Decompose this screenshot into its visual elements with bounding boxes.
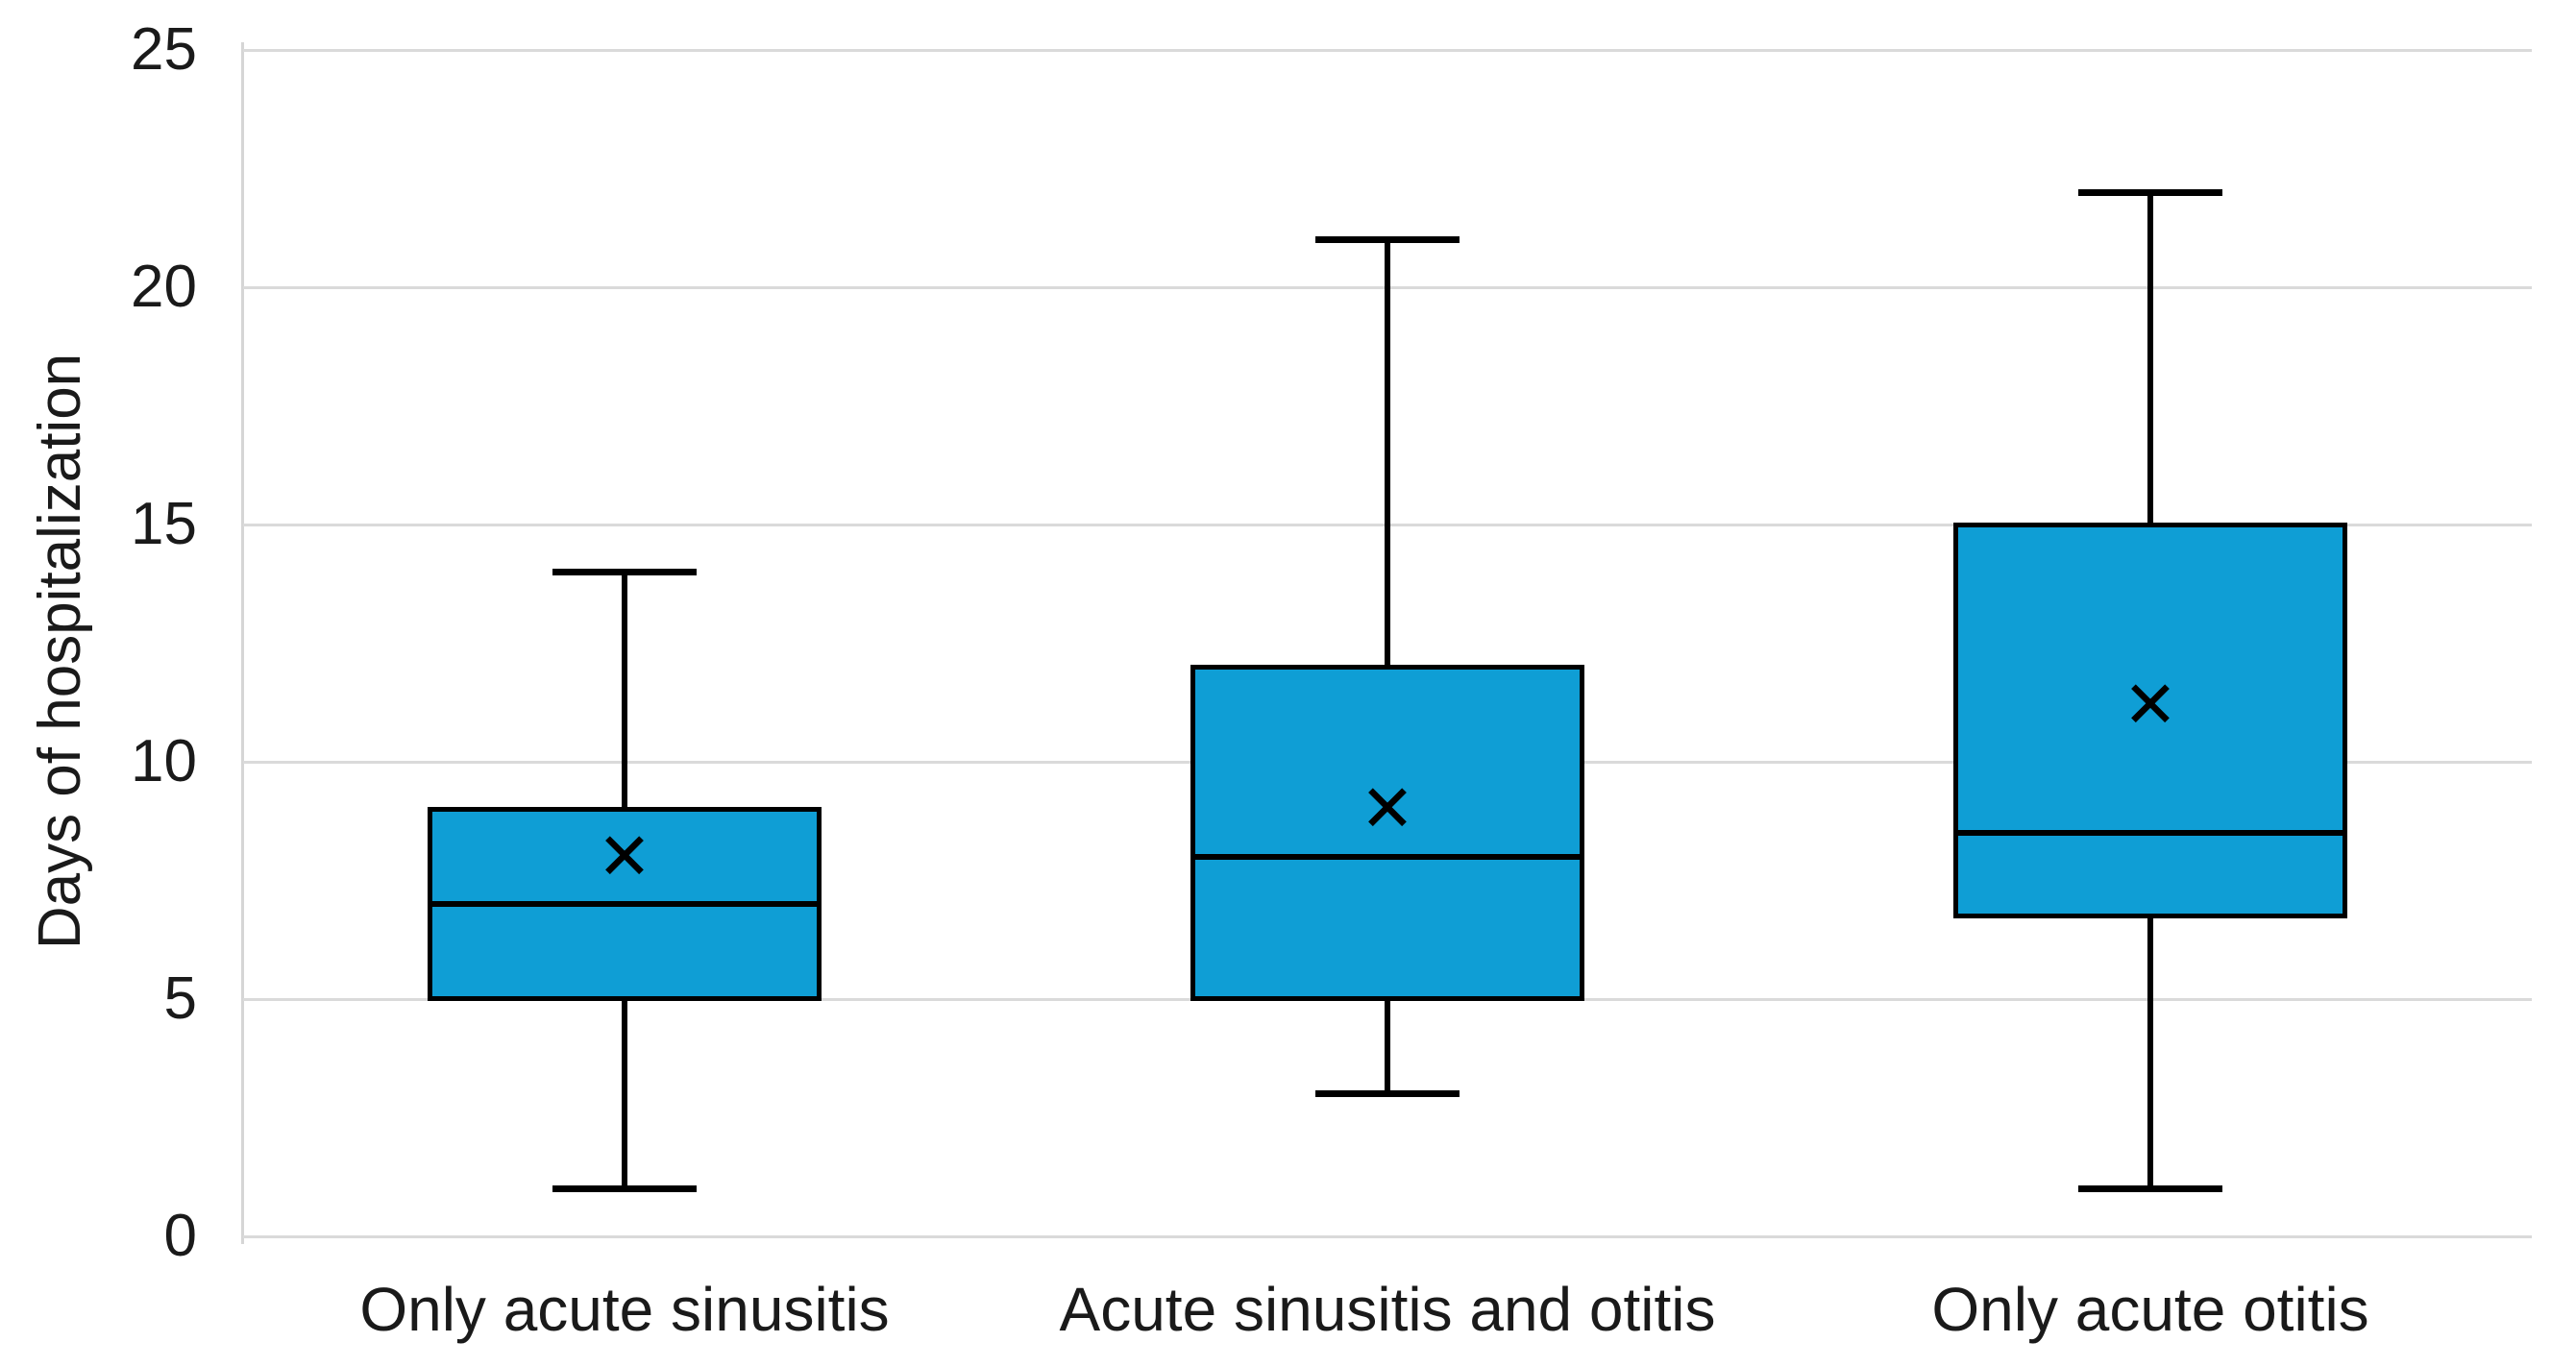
min-whisker-cap <box>1315 1090 1460 1098</box>
x-category-label: Acute sinusitis and otitis <box>1059 1275 1716 1344</box>
upper-whisker-line <box>2147 192 2153 525</box>
upper-whisker-line <box>622 572 627 810</box>
median-line <box>428 901 822 908</box>
y-axis-title-text: Days of hospitalization <box>27 353 93 950</box>
x-category-label: Only acute sinusitis <box>359 1275 890 1344</box>
x-category-label: Only acute otitis <box>1931 1275 2369 1344</box>
max-whisker-cap <box>552 568 697 575</box>
plot-area: ✕ ✕ ✕ <box>241 42 2532 1244</box>
y-axis-line <box>241 42 244 1244</box>
lower-whisker-line <box>1385 999 1390 1094</box>
min-whisker-cap <box>2078 1185 2222 1193</box>
y-tick-label: 5 <box>163 965 197 1032</box>
iqr-box <box>1190 664 1584 1002</box>
mean-x-marker: ✕ <box>1360 772 1415 846</box>
iqr-box <box>1953 522 2347 919</box>
y-tick-label: 15 <box>131 491 197 557</box>
y-tick-label: 10 <box>131 728 197 794</box>
gridline <box>243 48 2532 52</box>
max-whisker-cap <box>1315 236 1460 244</box>
max-whisker-cap <box>2078 188 2222 196</box>
median-line <box>1953 830 2347 837</box>
mean-x-marker: ✕ <box>597 819 652 893</box>
y-tick-label: 25 <box>131 16 197 83</box>
upper-whisker-line <box>1385 239 1390 668</box>
mean-x-marker: ✕ <box>2122 668 2178 742</box>
min-whisker-cap <box>552 1185 697 1193</box>
lower-whisker-line <box>2147 915 2153 1189</box>
y-tick-label: 0 <box>163 1203 197 1269</box>
median-line <box>1190 853 1584 860</box>
lower-whisker-line <box>622 999 627 1189</box>
y-tick-label: 20 <box>131 254 197 320</box>
gridline <box>243 1234 2532 1238</box>
